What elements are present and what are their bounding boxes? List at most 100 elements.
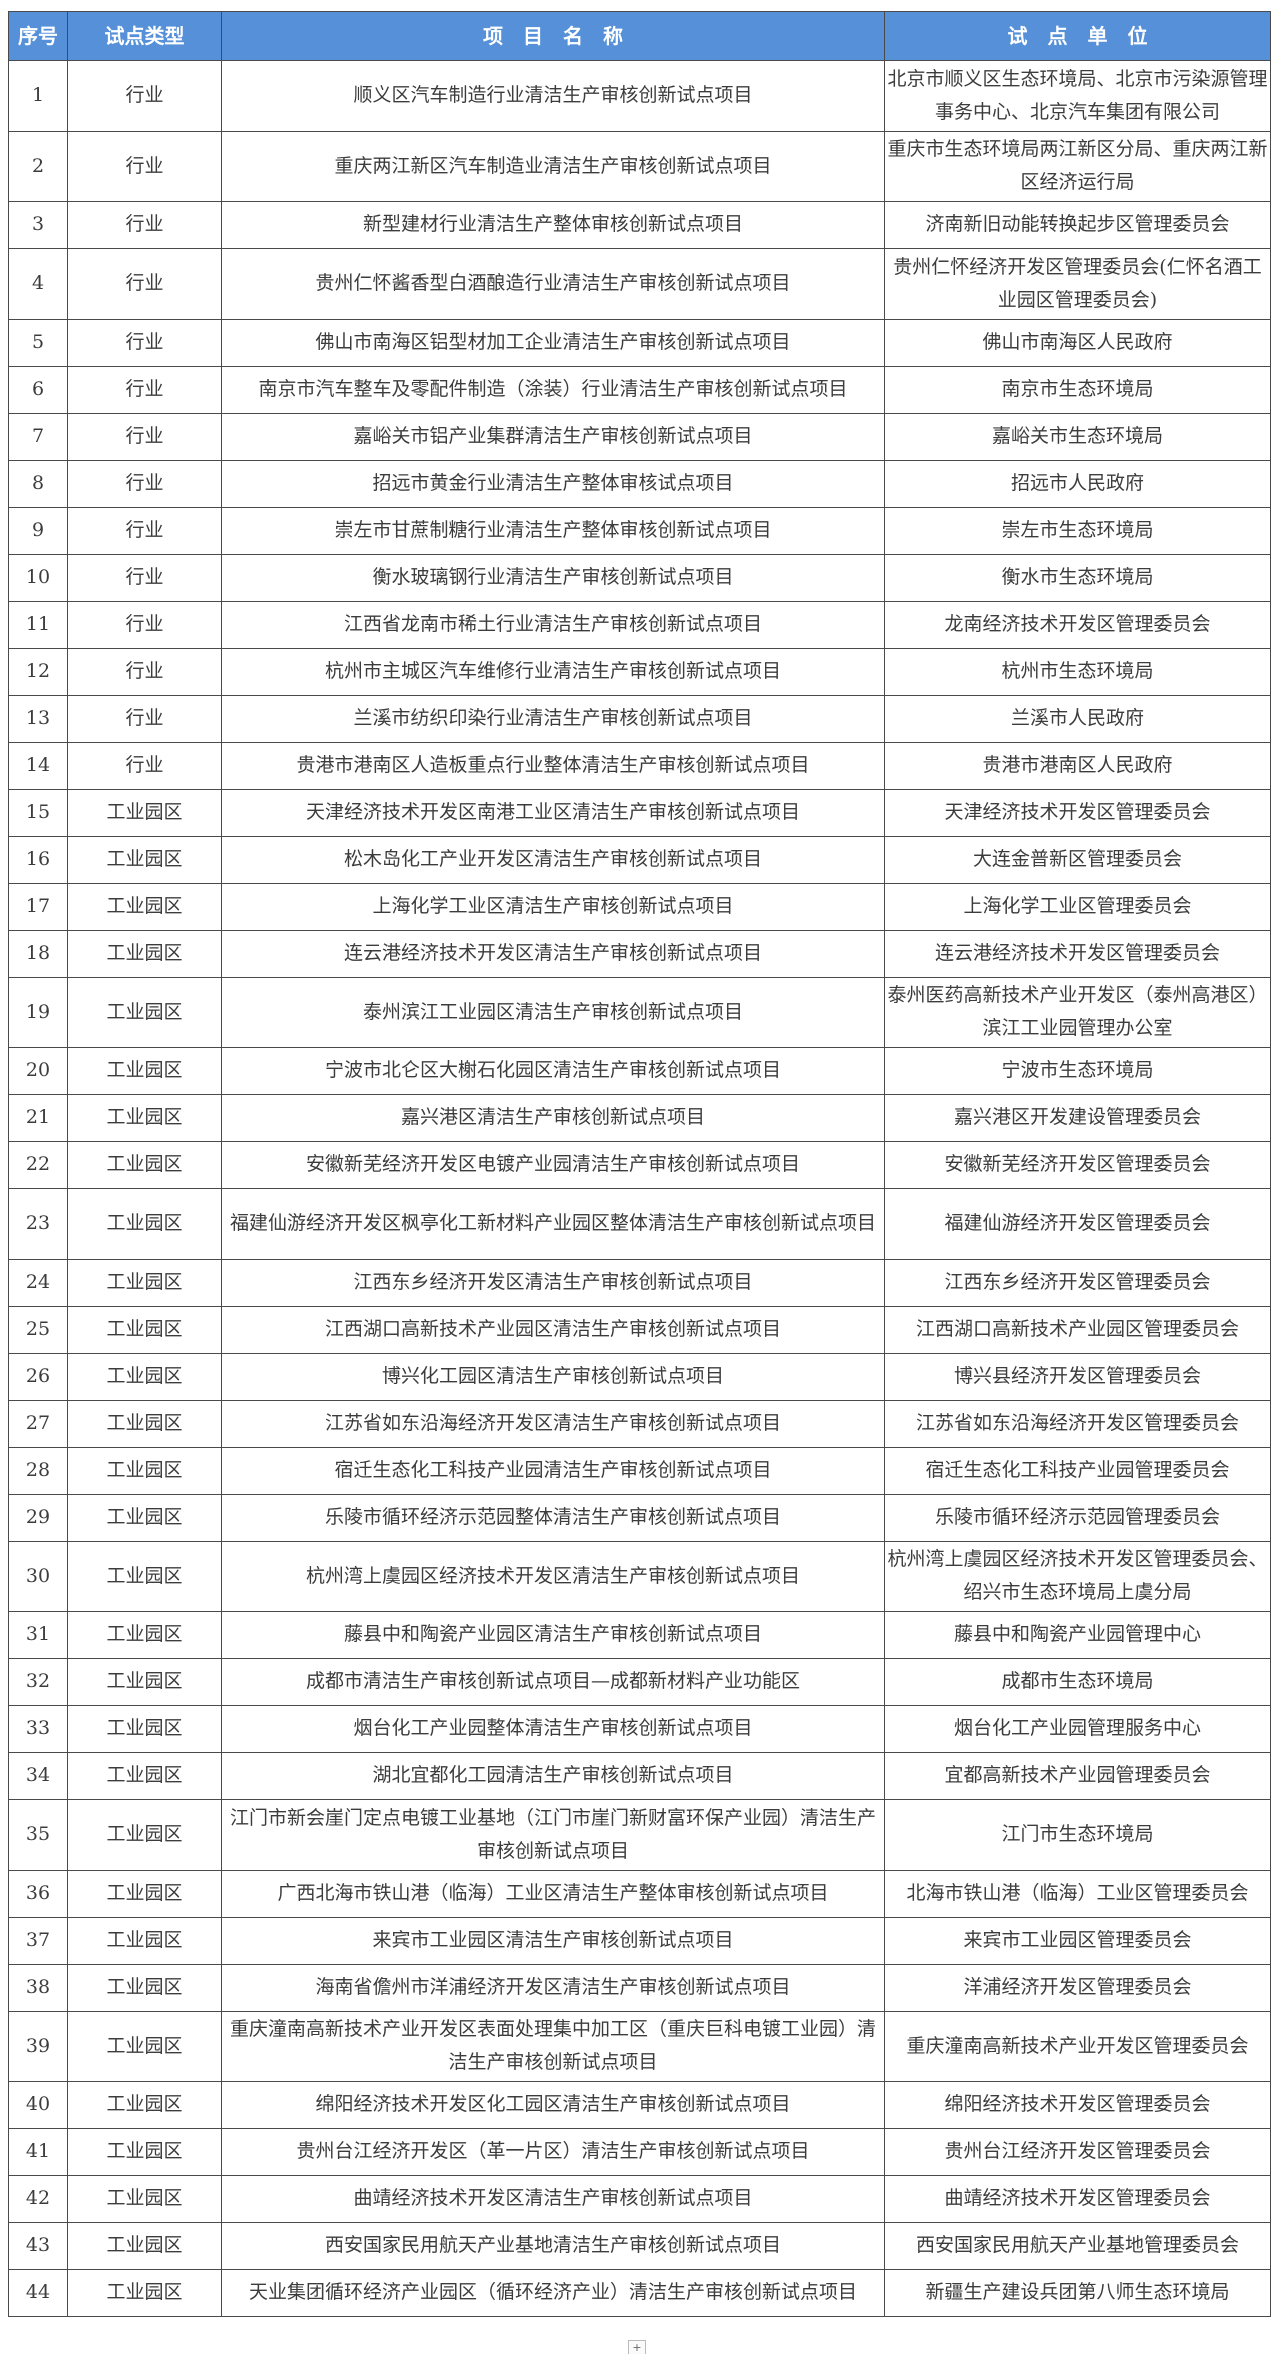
table-row: 36 工业园区 广西北海市铁山港（临海）工业区清洁生产整体审核创新试点项目 北海市铁山… [8, 1869, 1271, 1918]
table-row: 30 工业园区 杭州湾上虞园区经济技术开发区清洁生产审核创新试点项目 杭州湾上虞园区经… [8, 1540, 1271, 1612]
cell-type: 工业园区 [67, 2081, 222, 2129]
cell-index: 3 [8, 201, 68, 249]
cell-index: 20 [8, 1047, 68, 1095]
header-type: 试点类型 [67, 11, 222, 61]
cell-index: 8 [8, 459, 68, 508]
cell-index: 16 [8, 835, 68, 884]
cell-type: 行业 [67, 130, 222, 202]
table-row: 9 行业 崇左市甘蔗制糖行业清洁生产整体审核创新试点项目 崇左市生态环境局 [8, 506, 1271, 555]
table-row: 41 工业园区 贵州台江经济开发区（革一片区）清洁生产审核创新试点项目 贵州台江经济开… [8, 2128, 1271, 2176]
cell-project-name: 天津经济技术开发区南港工业区清洁生产审核创新试点项目 [221, 788, 885, 837]
cell-pilot-unit: 大连金普新区管理委员会 [884, 835, 1271, 884]
table-row: 24 工业园区 江西东乡经济开发区清洁生产审核创新试点项目 江西东乡经济开发区管理委员… [8, 1258, 1271, 1307]
cell-type: 工业园区 [67, 1916, 222, 1965]
cell-index: 22 [8, 1141, 68, 1189]
cell-project-name: 湖北宜都化工园清洁生产审核创新试点项目 [221, 1752, 885, 1800]
pilot-project-table: 序号 试点类型 项 目 名 称 试 点 单 位 1 行业 顺义区汽车制造行业清洁生产… [8, 11, 1271, 2317]
cell-type: 工业园区 [67, 1141, 222, 1189]
cell-index: 25 [8, 1305, 68, 1354]
cell-index: 14 [8, 741, 68, 790]
cell-type: 工业园区 [67, 1540, 222, 1612]
cell-type: 工业园区 [67, 2128, 222, 2176]
cell-type: 工业园区 [67, 1399, 222, 1448]
table-row: 33 工业园区 烟台化工产业园整体清洁生产审核创新试点项目 烟台化工产业园管理服务中心 [8, 1705, 1271, 1753]
cell-project-name: 乐陵市循环经济示范园整体清洁生产审核创新试点项目 [221, 1493, 885, 1542]
cell-index: 4 [8, 248, 68, 320]
cell-project-name: 连云港经济技术开发区清洁生产审核创新试点项目 [221, 929, 885, 978]
table-row: 32 工业园区 成都市清洁生产审核创新试点项目—成都新材料产业功能区 成都市生态环境局 [8, 1658, 1271, 1706]
table-row: 44 工业园区 天业集团循环经济产业园区（循环经济产业）清洁生产审核创新试点项目 新疆… [8, 2269, 1271, 2317]
cell-pilot-unit: 西安国家民用航天产业基地管理委员会 [884, 2222, 1271, 2270]
cell-type: 工业园区 [67, 1446, 222, 1495]
cell-type: 行业 [67, 248, 222, 320]
cell-pilot-unit: 曲靖经济技术开发区管理委员会 [884, 2175, 1271, 2223]
cell-project-name: 来宾市工业园区清洁生产审核创新试点项目 [221, 1916, 885, 1965]
cell-project-name: 佛山市南海区铝型材加工企业清洁生产审核创新试点项目 [221, 318, 885, 367]
cell-project-name: 宿迁生态化工科技产业园清洁生产审核创新试点项目 [221, 1446, 885, 1495]
cell-index: 35 [8, 1799, 68, 1871]
cell-type: 行业 [67, 365, 222, 414]
cell-index: 30 [8, 1540, 68, 1612]
table-row: 35 工业园区 江门市新会崖门定点电镀工业基地（江门市崖门新财富环保产业园）清洁生产… [8, 1799, 1271, 1871]
cell-type: 工业园区 [67, 1658, 222, 1706]
cell-type: 工业园区 [67, 1305, 222, 1354]
cell-index: 38 [8, 1963, 68, 2012]
cell-type: 工业园区 [67, 1752, 222, 1800]
cell-project-name: 江苏省如东沿海经济开发区清洁生产审核创新试点项目 [221, 1399, 885, 1448]
cell-pilot-unit: 藤县中和陶瓷产业园管理中心 [884, 1611, 1271, 1659]
cell-project-name: 衡水玻璃钢行业清洁生产审核创新试点项目 [221, 553, 885, 602]
table-row: 19 工业园区 泰州滨江工业园区清洁生产审核创新试点项目 泰州医药高新技术产业开发区（… [8, 976, 1271, 1048]
table-row: 29 工业园区 乐陵市循环经济示范园整体清洁生产审核创新试点项目 乐陵市循环经济示范园… [8, 1493, 1271, 1542]
table-row: 8 行业 招远市黄金行业清洁生产整体审核试点项目 招远市人民政府 [8, 459, 1271, 508]
cell-index: 33 [8, 1705, 68, 1753]
cell-project-name: 重庆两江新区汽车制造业清洁生产审核创新试点项目 [221, 130, 885, 202]
cell-pilot-unit: 天津经济技术开发区管理委员会 [884, 788, 1271, 837]
cell-type: 工业园区 [67, 1047, 222, 1095]
cell-type: 行业 [67, 60, 222, 132]
cell-project-name: 烟台化工产业园整体清洁生产审核创新试点项目 [221, 1705, 885, 1753]
cell-index: 36 [8, 1869, 68, 1918]
cell-pilot-unit: 北海市铁山港（临海）工业区管理委员会 [884, 1869, 1271, 1918]
table-row: 14 行业 贵港市港南区人造板重点行业整体清洁生产审核创新试点项目 贵港市港南区人民政… [8, 741, 1271, 790]
cell-index: 15 [8, 788, 68, 837]
cell-pilot-unit: 福建仙游经济开发区管理委员会 [884, 1188, 1271, 1260]
cell-pilot-unit: 宜都高新技术产业园管理委员会 [884, 1752, 1271, 1800]
cell-type: 工业园区 [67, 929, 222, 978]
cell-type: 行业 [67, 318, 222, 367]
cell-type: 工业园区 [67, 1352, 222, 1401]
cell-index: 9 [8, 506, 68, 555]
cell-index: 27 [8, 1399, 68, 1448]
cell-pilot-unit: 杭州市生态环境局 [884, 647, 1271, 696]
cell-index: 6 [8, 365, 68, 414]
cell-pilot-unit: 绵阳经济技术开发区管理委员会 [884, 2081, 1271, 2129]
cell-pilot-unit: 衡水市生态环境局 [884, 553, 1271, 602]
table-row: 18 工业园区 连云港经济技术开发区清洁生产审核创新试点项目 连云港经济技术开发区管理… [8, 929, 1271, 978]
cell-project-name: 藤县中和陶瓷产业园区清洁生产审核创新试点项目 [221, 1611, 885, 1659]
cell-pilot-unit: 江西湖口高新技术产业园区管理委员会 [884, 1305, 1271, 1354]
add-sheet-button[interactable]: + [628, 2340, 646, 2354]
table-row: 28 工业园区 宿迁生态化工科技产业园清洁生产审核创新试点项目 宿迁生态化工科技产业园… [8, 1446, 1271, 1495]
cell-type: 工业园区 [67, 2222, 222, 2270]
cell-project-name: 南京市汽车整车及零配件制造（涂装）行业清洁生产审核创新试点项目 [221, 365, 885, 414]
cell-project-name: 杭州市主城区汽车维修行业清洁生产审核创新试点项目 [221, 647, 885, 696]
cell-project-name: 西安国家民用航天产业基地清洁生产审核创新试点项目 [221, 2222, 885, 2270]
cell-pilot-unit: 重庆潼南高新技术产业开发区管理委员会 [884, 2010, 1271, 2082]
table-row: 17 工业园区 上海化学工业区清洁生产审核创新试点项目 上海化学工业区管理委员会 [8, 882, 1271, 931]
header-project-name: 项 目 名 称 [221, 11, 885, 61]
cell-index: 17 [8, 882, 68, 931]
cell-index: 44 [8, 2269, 68, 2317]
cell-pilot-unit: 博兴县经济开发区管理委员会 [884, 1352, 1271, 1401]
cell-pilot-unit: 连云港经济技术开发区管理委员会 [884, 929, 1271, 978]
cell-pilot-unit: 贵州台江经济开发区管理委员会 [884, 2128, 1271, 2176]
cell-project-name: 嘉峪关市铝产业集群清洁生产审核创新试点项目 [221, 412, 885, 461]
cell-pilot-unit: 重庆市生态环境局两江新区分局、重庆两江新区经济运行局 [884, 130, 1271, 202]
cell-type: 工业园区 [67, 2175, 222, 2223]
table-row: 11 行业 江西省龙南市稀土行业清洁生产审核创新试点项目 龙南经济技术开发区管理委员会 [8, 600, 1271, 649]
cell-type: 行业 [67, 741, 222, 790]
cell-pilot-unit: 上海化学工业区管理委员会 [884, 882, 1271, 931]
cell-index: 42 [8, 2175, 68, 2223]
table-row: 16 工业园区 松木岛化工产业开发区清洁生产审核创新试点项目 大连金普新区管理委员会 [8, 835, 1271, 884]
cell-pilot-unit: 宿迁生态化工科技产业园管理委员会 [884, 1446, 1271, 1495]
table-row: 10 行业 衡水玻璃钢行业清洁生产审核创新试点项目 衡水市生态环境局 [8, 553, 1271, 602]
table-row: 43 工业园区 西安国家民用航天产业基地清洁生产审核创新试点项目 西安国家民用航天产业… [8, 2222, 1271, 2270]
